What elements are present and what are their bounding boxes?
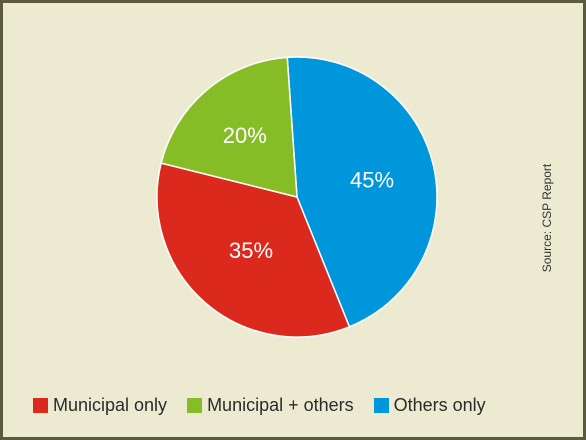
legend: Municipal only Municipal + others Others…	[33, 395, 486, 416]
slice-municipal-others	[160, 56, 298, 198]
legend-label-municipal-others: Municipal + others	[207, 395, 354, 415]
legend-swatch-others-only	[373, 398, 389, 413]
pie-chart: 45% 35% 20%	[156, 56, 438, 338]
legend-item-municipal-only: Municipal only	[33, 395, 167, 416]
legend-label-municipal-only: Municipal only	[53, 395, 168, 415]
source-note: Source: CSP Report	[540, 163, 554, 273]
slice-others-only	[286, 56, 438, 328]
legend-label-others-only: Others only	[393, 395, 486, 415]
chart-panel: 45% 35% 20% Municipal only Municipal + oth…	[3, 3, 583, 437]
legend-swatch-municipal-others	[187, 398, 203, 413]
slice-label-others-only: 45%	[350, 168, 394, 193]
legend-item-municipal-others: Municipal + others	[187, 395, 354, 416]
slice-municipal-only	[156, 162, 351, 338]
slice-label-municipal-only: 35%	[229, 238, 273, 263]
slice-label-municipal-others: 20%	[223, 123, 267, 148]
legend-swatch-municipal-only	[33, 398, 48, 413]
legend-item-others-only: Others only	[373, 395, 486, 416]
